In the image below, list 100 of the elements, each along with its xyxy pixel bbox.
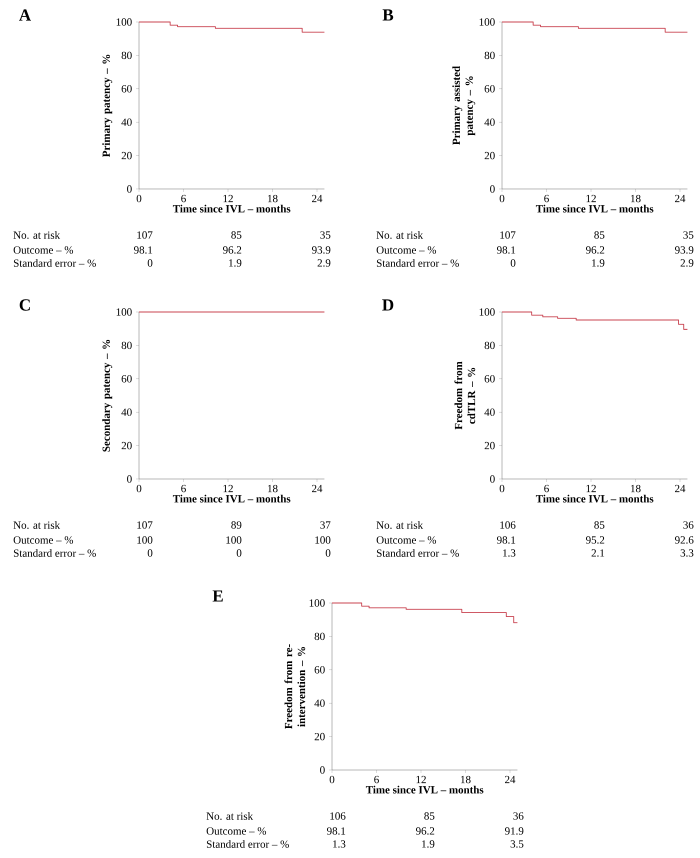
text: 1.9 [592, 259, 604, 267]
chart-title: C [20, 299, 30, 311]
x-tick-label: 12 [586, 194, 596, 202]
x-tick-label: 12 [586, 484, 596, 492]
x-tick-label: 24 [312, 484, 322, 492]
chart-title: B [382, 9, 394, 21]
y-tick-label: 40 [484, 408, 495, 416]
text: Standard error – % [376, 549, 459, 557]
y-axis-title: Secondary patency – % [102, 340, 112, 452]
y-tick-label: 20 [484, 152, 495, 160]
text: Standard error – % [206, 840, 289, 848]
y-tick-label: 80 [122, 52, 132, 60]
y-tick-label: 80 [484, 52, 495, 60]
text: 100 [226, 536, 242, 544]
text: Outcome – % [376, 536, 436, 544]
chart-title: E [212, 590, 223, 602]
text: 89 [231, 521, 242, 529]
text: No. at risk [14, 521, 60, 529]
x-tick-label: 18 [268, 484, 278, 492]
text: 36 [683, 521, 694, 529]
x-axis-title: Time since IVL – months [536, 204, 654, 213]
text: 85 [424, 812, 434, 820]
y-tick-label: 80 [484, 342, 495, 350]
y-tick-label: 60 [122, 85, 132, 92]
text: 0 [236, 549, 242, 557]
text: 96.2 [586, 246, 604, 254]
y-tick-label: 40 [121, 408, 132, 416]
y-tick-label: 100 [480, 308, 495, 316]
text: 107 [137, 521, 152, 529]
y-tick-label: 60 [484, 375, 495, 382]
y-tick-label: 100 [116, 18, 132, 26]
x-tick-label: 0 [136, 194, 142, 202]
x-tick-label: 6 [181, 484, 186, 492]
x-tick-label: 6 [544, 194, 549, 202]
text: 1.3 [503, 549, 516, 557]
chart-title: D [382, 299, 394, 311]
y-tick-label: 0 [320, 766, 325, 774]
text: Standard error – % [14, 259, 96, 267]
x-axis-title: Time since IVL – months [172, 204, 290, 213]
text: 98.1 [326, 827, 346, 835]
text: No. at risk [14, 231, 60, 239]
y-tick-label: 40 [314, 700, 325, 707]
text: 35 [683, 231, 694, 239]
x-tick-label: 0 [500, 194, 504, 202]
x-tick-label: 24 [505, 776, 516, 784]
text: 85 [594, 231, 604, 239]
text: 100 [137, 536, 152, 544]
y-tick-label: 20 [484, 442, 495, 450]
text: 85 [231, 231, 242, 239]
y-tick-label: 20 [122, 442, 132, 450]
text: Outcome – % [14, 246, 74, 254]
text: Outcome – % [14, 536, 74, 544]
text: 2.9 [318, 259, 330, 267]
text: 95.2 [586, 536, 604, 544]
chart-title: A [19, 9, 31, 21]
text: 92.6 [674, 536, 694, 544]
y-tick-label: 0 [127, 185, 132, 193]
text: 1.9 [422, 840, 434, 848]
text: 107 [500, 231, 516, 239]
text: 91.9 [504, 827, 524, 835]
x-tick-label: 6 [181, 194, 186, 202]
text: 3.3 [680, 549, 694, 557]
x-tick-label: 6 [544, 484, 549, 492]
text: 36 [513, 812, 524, 820]
x-axis-title: Time since IVL – months [172, 494, 290, 503]
y-tick-label: 0 [490, 185, 495, 193]
y-tick-label: 40 [484, 118, 495, 126]
text: 1.3 [333, 840, 346, 848]
y-tick-label: 80 [122, 342, 132, 350]
y-tick-label: 100 [116, 308, 132, 316]
text: 96.2 [416, 827, 434, 835]
text: No. at risk [206, 812, 254, 820]
y-tick-label: 0 [127, 475, 132, 483]
text: 35 [320, 231, 330, 239]
text: 0 [510, 259, 516, 267]
x-tick-label: 24 [675, 484, 686, 492]
x-tick-label: 12 [416, 776, 426, 784]
text: 106 [500, 521, 516, 529]
text: 0 [326, 549, 330, 557]
text: 2.9 [680, 259, 694, 267]
text: 98.1 [134, 246, 152, 254]
x-axis-title: Time since IVL – months [536, 494, 654, 503]
y-tick-label: 20 [314, 732, 325, 740]
text: 98.1 [496, 246, 516, 254]
text: 93.9 [312, 246, 330, 254]
x-tick-label: 12 [223, 484, 233, 492]
y-tick-label: 100 [310, 599, 325, 607]
y-tick-label: 20 [122, 152, 132, 160]
y-axis-title: Primary patency – % [102, 54, 112, 158]
text: 2.1 [592, 549, 604, 557]
text: No. at risk [376, 521, 424, 529]
x-tick-label: 24 [675, 194, 686, 202]
text: 0 [148, 549, 152, 557]
y-tick-label: 60 [122, 375, 132, 382]
x-tick-label: 18 [631, 484, 641, 492]
x-tick-label: 0 [500, 484, 504, 492]
text: 93.9 [674, 246, 694, 254]
text: 3.5 [510, 840, 524, 848]
y-tick-label: 60 [314, 666, 325, 674]
x-tick-label: 0 [330, 776, 334, 784]
